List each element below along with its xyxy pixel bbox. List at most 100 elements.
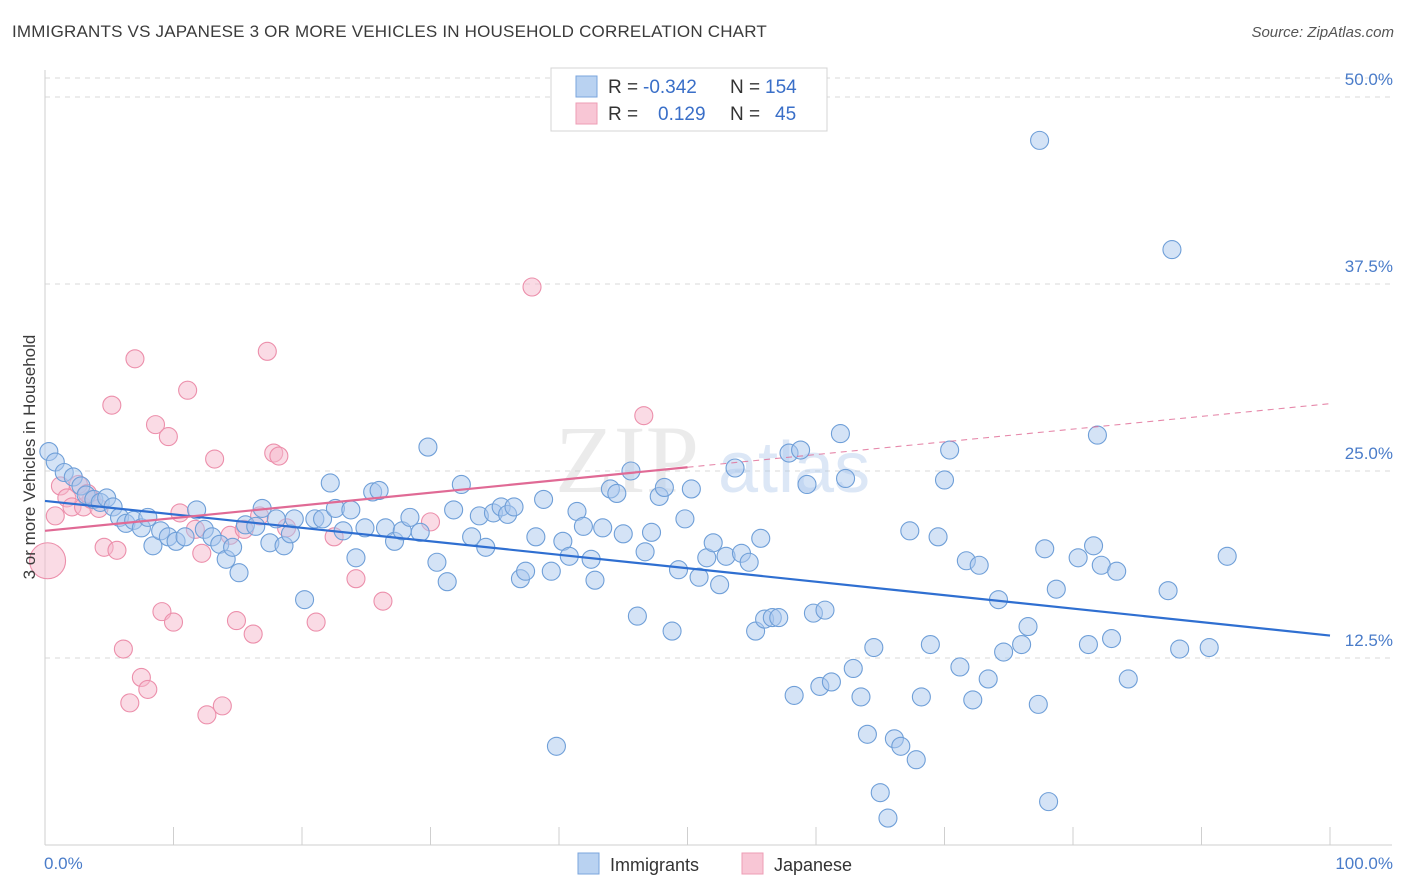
japanese-point-24: [192, 543, 212, 563]
immigrants-point-54: [444, 500, 464, 520]
immigrants-point-145: [1102, 629, 1122, 649]
immigrants-point-103: [784, 685, 804, 705]
immigrants-point-68: [546, 736, 566, 756]
immigrants-point-109: [821, 672, 841, 692]
immigrants-point-98: [751, 528, 771, 548]
immigrants-point-135: [1018, 617, 1038, 637]
immigrants-point-129: [963, 690, 983, 710]
legend-n-value-1: 154: [765, 77, 797, 98]
bottom-legend-swatch-immigrants: [577, 852, 600, 875]
japanese-point-11: [107, 540, 127, 560]
immigrants-point-94: [725, 458, 745, 478]
immigrants-point-149: [1170, 639, 1190, 659]
immigrants-point-77: [607, 483, 627, 503]
immigrants-point-142: [1084, 536, 1104, 556]
immigrants-point-43: [355, 518, 375, 538]
immigrants-point-72: [573, 516, 593, 536]
immigrants-point-62: [504, 497, 524, 517]
bottom-legend-swatch-japanese: [741, 852, 764, 875]
japanese-point-27: [212, 696, 232, 716]
immigrants-point-111: [836, 468, 856, 489]
immigrants-point-53: [437, 572, 457, 592]
immigrants-point-37: [313, 509, 333, 529]
immigrants-point-139: [1046, 579, 1066, 599]
immigrants-point-115: [864, 637, 884, 658]
japanese-point-1: [45, 506, 65, 526]
immigrants-point-25: [223, 537, 243, 557]
immigrants-point-81: [635, 542, 655, 562]
immigrants-point-150: [1030, 130, 1050, 150]
immigrants-point-75: [593, 518, 613, 538]
immigrants-point-87: [675, 509, 695, 529]
japanese-point-14: [125, 349, 145, 369]
japanese-point-37: [306, 612, 326, 632]
japanese-point-43: [634, 406, 654, 426]
y-tick-label-0: 12.5%: [1345, 631, 1393, 650]
watermark-zip: ZIP: [555, 406, 699, 513]
immigrants-point-152: [1217, 546, 1237, 566]
legend-n-label-1: N =: [730, 77, 760, 98]
immigrants-point-89: [689, 567, 709, 587]
chart-source: Source: ZipAtlas.com: [1251, 24, 1394, 41]
immigrants-point-153: [1199, 637, 1219, 658]
immigrants-point-84: [654, 477, 674, 498]
legend-n-value-2: 45: [775, 104, 796, 125]
immigrants-point-138: [1039, 792, 1059, 812]
immigrants-point-41: [341, 500, 361, 520]
japanese-point-16: [138, 679, 158, 699]
x-tick-label-1: 100.0%: [1335, 854, 1393, 873]
y-tick-label-3: 50.0%: [1345, 70, 1393, 89]
chart-title: IMMIGRANTS VS JAPANESE 3 OR MORE VEHICLE…: [12, 22, 767, 41]
japanese-point-17: [145, 415, 166, 435]
immigrants-point-85: [662, 621, 682, 641]
japanese-point-42: [522, 277, 542, 297]
immigrants-point-123: [920, 634, 940, 655]
immigrants-point-112: [843, 658, 863, 679]
immigrants-point-116: [870, 783, 890, 803]
immigrants-point-26: [229, 563, 249, 583]
immigrants-trend-line: [44, 499, 1331, 637]
immigrants-point-140: [1068, 548, 1088, 568]
immigrants-point-108: [815, 600, 835, 620]
immigrants-point-38: [320, 473, 340, 493]
immigrants-point-126: [940, 440, 960, 460]
legend-r-value-2: 0.129: [658, 104, 706, 125]
legend-r-label-2: R =: [608, 104, 638, 125]
japanese-point-0: [29, 542, 67, 580]
immigrants-point-65: [526, 527, 546, 547]
immigrants-point-52: [427, 552, 447, 572]
immigrants-point-143: [1087, 425, 1107, 445]
immigrants-point-74: [585, 570, 605, 590]
x-tick-labels: 0.0% 100.0%: [44, 827, 1393, 873]
immigrants-point-45: [369, 480, 389, 500]
immigrants-point-91: [703, 533, 723, 553]
stats-legend: R = -0.342 N = 154 R = 0.129 N = 45: [550, 67, 828, 132]
japanese-trend-extension: [687, 403, 1331, 468]
immigrants-point-113: [851, 687, 871, 707]
immigrants-point-148: [1158, 581, 1178, 601]
immigrants-point-35: [295, 590, 315, 610]
immigrants-point-136: [1028, 694, 1048, 714]
immigrants-point-64: [516, 561, 536, 581]
immigrants-point-125: [934, 470, 955, 490]
y-axis-label: 3 or more Vehicles in Household: [20, 335, 39, 580]
legend-swatch-immigrants: [575, 75, 598, 98]
bottom-legend-label-japanese: Japanese: [774, 855, 852, 875]
immigrants-point-34: [284, 509, 304, 529]
japanese-trend-line: [44, 466, 688, 532]
immigrants-point-42: [346, 548, 366, 568]
immigrants-point-19: [175, 527, 195, 547]
immigrants-point-104: [791, 440, 811, 460]
immigrants-point-80: [627, 606, 647, 626]
immigrants-point-146: [1107, 561, 1127, 581]
bottom-legend-label-immigrants: Immigrants: [610, 855, 699, 875]
immigrants-point-51: [418, 437, 438, 457]
immigrants-point-96: [739, 552, 759, 572]
legend-n-label-2: N =: [730, 104, 760, 125]
y-tick-label-1: 25.0%: [1345, 444, 1393, 463]
immigrants-point-134: [1012, 634, 1032, 655]
immigrants-point-92: [710, 575, 730, 595]
x-tick-label-0: 0.0%: [44, 854, 83, 873]
trend-lines: [44, 403, 1331, 637]
